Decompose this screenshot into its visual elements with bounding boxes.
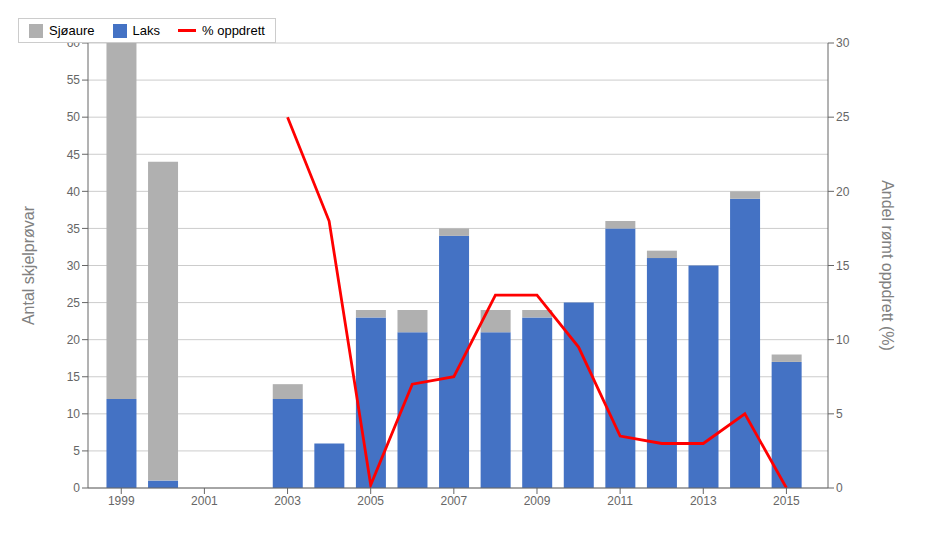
html-text:Laks: Laks (132, 23, 160, 38)
svg-text:5: 5 (836, 407, 843, 421)
svg-text:50: 50 (67, 110, 81, 124)
svg-text:1999: 1999 (108, 494, 135, 508)
svg-text:20: 20 (67, 333, 81, 347)
svg-text:55: 55 (67, 73, 81, 87)
svg-text:2009: 2009 (524, 494, 551, 508)
svg-text:15: 15 (836, 259, 850, 273)
svg-text:Antal skjelprøvar: Antal skjelprøvar (20, 205, 37, 325)
svg-text:2015: 2015 (773, 494, 800, 508)
svg-text:25: 25 (836, 110, 850, 124)
svg-text:2013: 2013 (690, 494, 717, 508)
svg-text:30: 30 (67, 259, 81, 273)
svg-text:15: 15 (67, 370, 81, 384)
svg-text:2001: 2001 (191, 494, 218, 508)
svg-text:25: 25 (67, 296, 81, 310)
html-text:% oppdrett: % oppdrett (202, 23, 265, 38)
svg-text:0: 0 (836, 481, 843, 495)
html-text:Sjøaure: Sjøaure (49, 23, 95, 38)
svg-text:2007: 2007 (440, 494, 467, 508)
svg-text:35: 35 (67, 222, 81, 236)
svg-text:Andel rømt oppdrett (%): Andel rømt oppdrett (%) (879, 180, 896, 351)
svg-text:45: 45 (67, 148, 81, 162)
svg-text:2011: 2011 (607, 494, 633, 508)
svg-text:60: 60 (67, 36, 81, 50)
svg-text:10: 10 (67, 407, 81, 421)
svg-text:10: 10 (836, 333, 850, 347)
svg-text:0: 0 (73, 481, 80, 495)
svg-text:30: 30 (836, 36, 850, 50)
svg-text:20: 20 (836, 185, 850, 199)
svg-text:5: 5 (73, 444, 80, 458)
svg-text:2005: 2005 (357, 494, 384, 508)
svg-text:40: 40 (67, 185, 81, 199)
svg-text:2003: 2003 (274, 494, 301, 508)
